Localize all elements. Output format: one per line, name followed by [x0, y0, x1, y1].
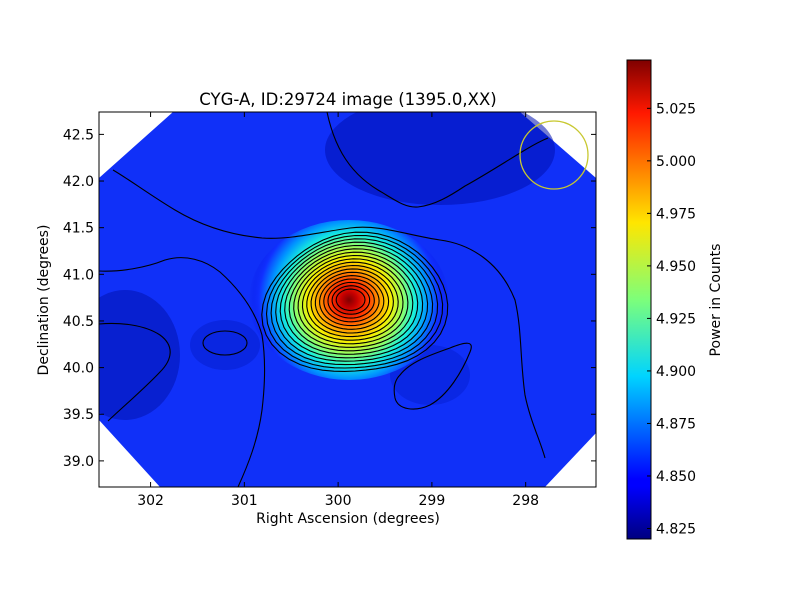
- colorbar-tick-label: 5.025: [656, 101, 696, 117]
- contour-west: [112, 169, 546, 459]
- contour-mid: [99, 257, 266, 487]
- colorbar: [626, 59, 652, 540]
- y-axis-ticks: 39.0 39.5 40.0 40.5 41.0 41.5 42.0 42.5: [63, 127, 596, 470]
- contour-line: [331, 285, 371, 315]
- contour-line: [327, 281, 375, 319]
- dark-region-west: [99, 290, 180, 420]
- colorbar-tick-label: 4.925: [656, 311, 696, 327]
- colorbar-ticks: 4.825 4.850 4.875 4.900 4.925 4.950 4.975 5.000…: [647, 101, 696, 537]
- colorbar-label: Power in Counts: [708, 244, 724, 357]
- chart-title: CYG-A, ID:29724 image (1395.0,XX): [199, 90, 496, 109]
- colorbar-tick-label: 5.000: [656, 154, 696, 170]
- contour-line: [301, 261, 404, 341]
- y-tick-label: 40.5: [63, 314, 94, 330]
- contour-line: [323, 278, 380, 323]
- x-axis-label: Right Ascension (degrees): [256, 511, 440, 527]
- x-axis-ticks: 302 301 300 299 298: [137, 112, 539, 509]
- colorbar-tick-label: 4.975: [656, 206, 696, 222]
- contour-minimum-1: [202, 330, 248, 356]
- y-axis-label: Declination (degrees): [36, 225, 52, 376]
- contour-line: [335, 288, 366, 311]
- contour-minimum-2: [393, 342, 472, 410]
- x-tick-label: 299: [419, 493, 446, 509]
- contour-lines: [261, 231, 449, 372]
- x-tick-label: 302: [137, 493, 164, 509]
- contour-line: [284, 248, 424, 355]
- contour-line: [279, 244, 429, 359]
- contour-line: [306, 264, 399, 338]
- contour-line: [297, 258, 409, 345]
- source-emission: [249, 220, 449, 380]
- contour-line: [293, 254, 414, 348]
- y-tick-label: 39.5: [63, 407, 94, 423]
- contour-line: [265, 234, 444, 369]
- y-tick-label: 41.0: [63, 267, 94, 283]
- contour-line: [288, 251, 419, 352]
- contour-line: [310, 268, 394, 334]
- colorbar-tick-label: 4.950: [656, 259, 696, 275]
- y-tick-label: 39.0: [63, 454, 94, 470]
- contour-southwest: [99, 322, 171, 422]
- contour-line: [314, 271, 390, 330]
- y-tick-label: 42.0: [63, 174, 94, 190]
- contour-line: [275, 241, 434, 362]
- x-tick-label: 298: [512, 493, 539, 509]
- y-tick-label: 41.5: [63, 221, 94, 237]
- y-tick-label: 42.5: [63, 127, 94, 143]
- x-tick-label: 301: [231, 493, 258, 509]
- colorbar-tick-label: 4.875: [656, 416, 696, 432]
- colorbar-tick-label: 4.850: [656, 469, 696, 485]
- x-tick-label: 300: [325, 493, 352, 509]
- contour-line: [261, 231, 449, 372]
- dark-region-sw: [190, 320, 260, 370]
- contour-north: [326, 112, 549, 208]
- colorbar-tick-label: 4.825: [656, 521, 696, 537]
- colorbar-tick-label: 4.900: [656, 364, 696, 380]
- contour-line: [319, 275, 385, 327]
- dark-region-north: [325, 112, 555, 205]
- y-tick-label: 40.0: [63, 361, 94, 377]
- plot-frame: [98, 111, 597, 488]
- beam-marker: [519, 120, 589, 190]
- contour-line: [270, 238, 439, 366]
